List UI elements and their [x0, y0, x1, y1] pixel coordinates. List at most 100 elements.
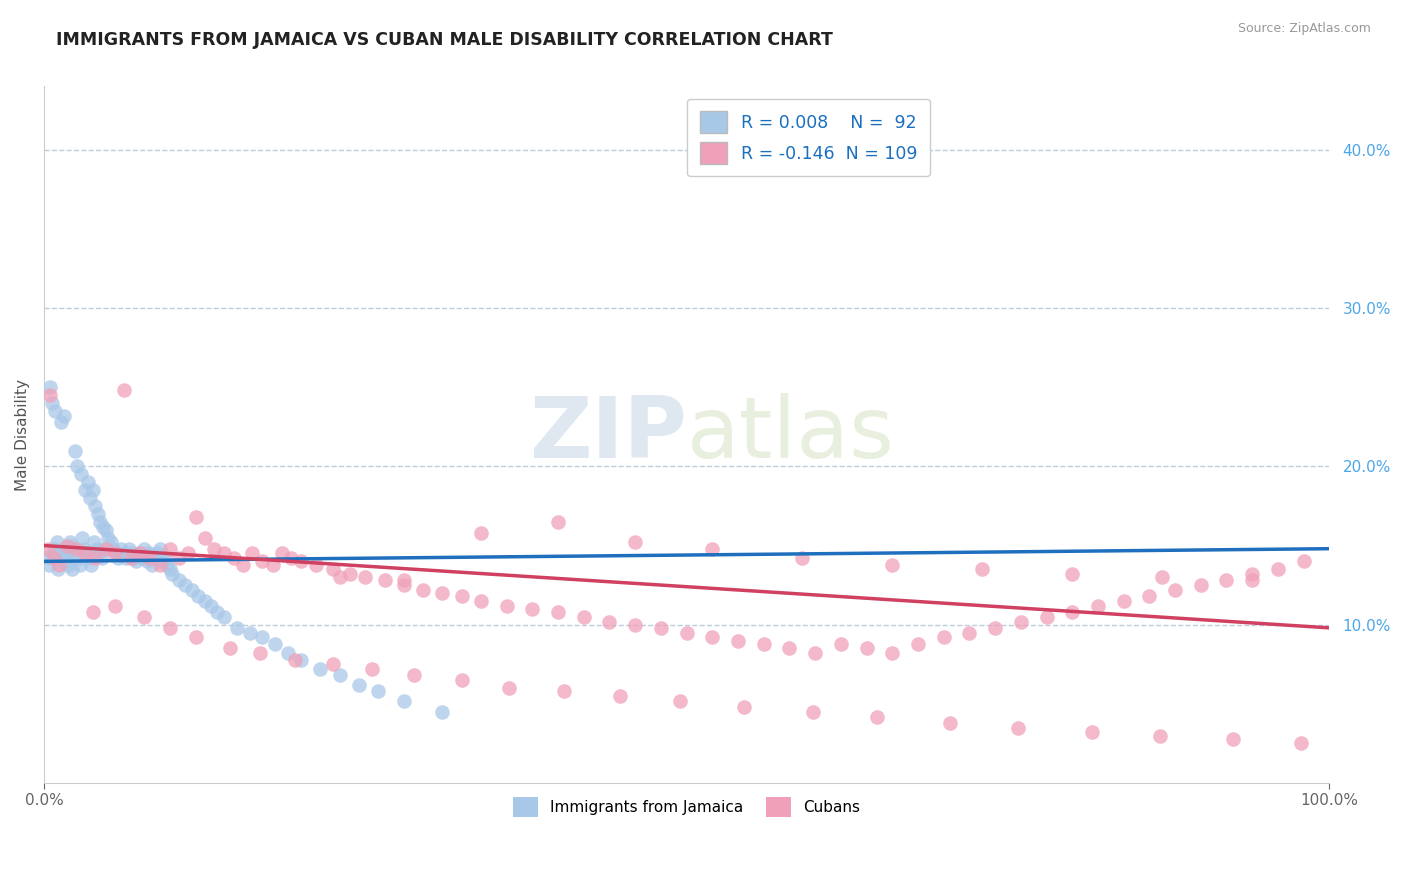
Point — [91, 519, 114, 533]
Point — [553, 684, 575, 698]
Point — [373, 574, 395, 588]
Point — [76, 475, 98, 490]
Point — [328, 668, 350, 682]
Point — [801, 705, 824, 719]
Point — [1112, 594, 1135, 608]
Point — [135, 554, 157, 568]
Point — [498, 681, 520, 695]
Point — [44, 404, 66, 418]
Point — [1215, 574, 1237, 588]
Point — [957, 625, 980, 640]
Point — [100, 535, 122, 549]
Point — [225, 621, 247, 635]
Point — [80, 558, 103, 572]
Point — [159, 621, 181, 635]
Point — [1267, 562, 1289, 576]
Point — [52, 541, 75, 556]
Point — [193, 531, 215, 545]
Point — [972, 562, 994, 576]
Point — [624, 535, 647, 549]
Point — [174, 578, 197, 592]
Point — [262, 558, 284, 572]
Point — [55, 554, 77, 568]
Point — [939, 715, 962, 730]
Point — [73, 483, 96, 497]
Point — [412, 582, 434, 597]
Point — [46, 562, 69, 576]
Point — [141, 558, 163, 572]
Point — [432, 586, 454, 600]
Point — [1010, 615, 1032, 629]
Point — [94, 523, 117, 537]
Point — [65, 546, 87, 560]
Point — [65, 541, 87, 556]
Point — [63, 443, 86, 458]
Text: Source: ZipAtlas.com: Source: ZipAtlas.com — [1237, 22, 1371, 36]
Point — [72, 531, 94, 545]
Point — [495, 599, 517, 613]
Point — [450, 673, 472, 687]
Point — [882, 558, 904, 572]
Point — [41, 396, 63, 410]
Point — [82, 483, 104, 497]
Point — [470, 594, 492, 608]
Point — [450, 589, 472, 603]
Point — [112, 384, 135, 398]
Point — [73, 541, 96, 556]
Point — [1062, 605, 1084, 619]
Point — [59, 535, 82, 549]
Point — [44, 541, 66, 556]
Point — [37, 541, 59, 556]
Point — [69, 558, 91, 572]
Point — [249, 646, 271, 660]
Point — [134, 609, 156, 624]
Point — [66, 459, 89, 474]
Point — [143, 551, 166, 566]
Point — [866, 709, 889, 723]
Point — [90, 551, 112, 566]
Point — [855, 641, 877, 656]
Point — [207, 605, 229, 619]
Point — [138, 551, 160, 566]
Point — [650, 621, 672, 635]
Point — [86, 541, 108, 556]
Point — [547, 605, 569, 619]
Point — [1292, 554, 1315, 568]
Point — [148, 558, 170, 572]
Point — [184, 631, 207, 645]
Point — [212, 609, 235, 624]
Point — [138, 546, 160, 560]
Point — [131, 551, 153, 566]
Point — [125, 554, 148, 568]
Point — [84, 499, 107, 513]
Text: atlas: atlas — [686, 393, 894, 476]
Point — [48, 546, 70, 560]
Point — [470, 525, 492, 540]
Point — [984, 621, 1007, 635]
Point — [804, 646, 827, 660]
Point — [240, 546, 263, 560]
Point — [103, 541, 125, 556]
Point — [180, 582, 202, 597]
Point — [118, 541, 141, 556]
Point — [103, 546, 125, 560]
Point — [360, 662, 382, 676]
Point — [354, 570, 377, 584]
Point — [39, 388, 62, 402]
Point — [347, 678, 370, 692]
Point — [39, 380, 62, 394]
Point — [156, 558, 179, 572]
Point — [83, 535, 105, 549]
Point — [60, 562, 83, 576]
Point — [148, 541, 170, 556]
Point — [264, 637, 287, 651]
Point — [79, 491, 101, 505]
Point — [115, 551, 138, 566]
Point — [270, 546, 292, 560]
Point — [112, 546, 135, 560]
Point — [53, 409, 76, 423]
Point — [305, 558, 328, 572]
Point — [104, 546, 127, 560]
Point — [167, 574, 190, 588]
Point — [1222, 731, 1244, 746]
